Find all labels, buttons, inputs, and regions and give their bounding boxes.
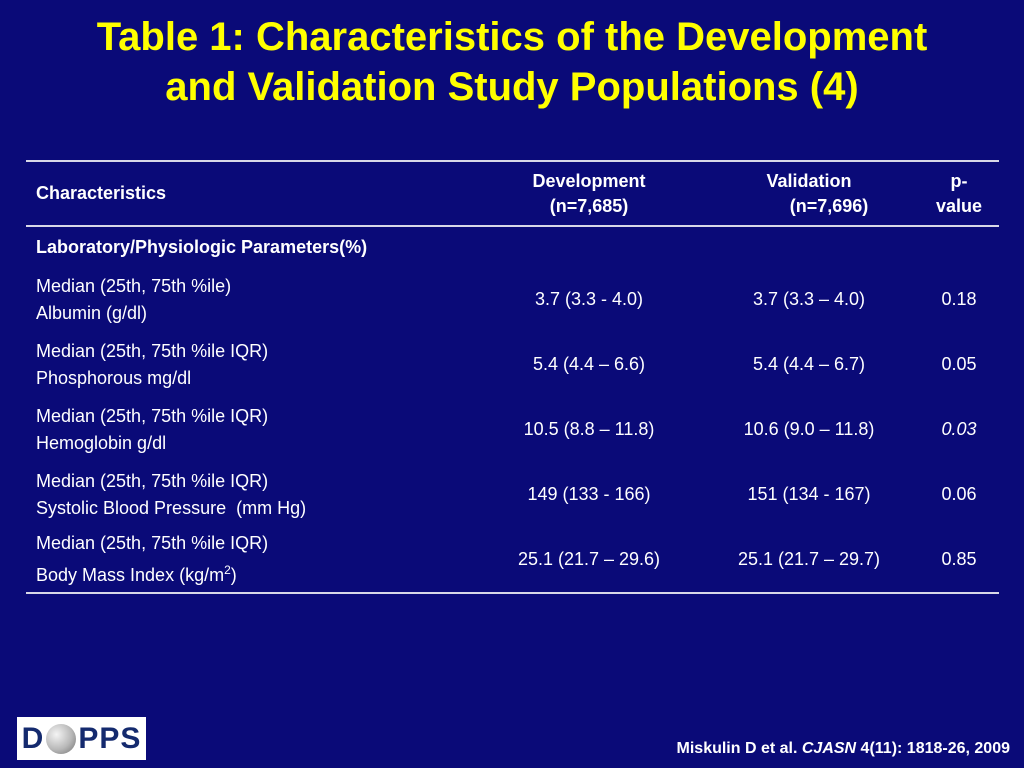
- table-header-row: Characteristics Development (n=7,685) Va…: [26, 161, 999, 226]
- cell-development: 3.7 (3.3 - 4.0): [534, 289, 644, 309]
- cell-development: 149 (133 - 166): [527, 484, 651, 504]
- characteristics-table: Characteristics Development (n=7,685) Va…: [26, 160, 999, 594]
- cell-validation: 5.4 (4.4 – 6.7): [752, 354, 866, 374]
- table-row-bmi: Median (25th, 75th %ile IQR) Body Mass I…: [26, 527, 999, 593]
- header-development: Development (n=7,685): [479, 161, 699, 226]
- table-row-phosphorous: Median (25th, 75th %ile IQR) Phosphorous…: [26, 332, 999, 397]
- cell-p-value: 0.05: [941, 354, 977, 374]
- citation-journal: CJASN: [801, 740, 857, 757]
- cell-p-value: 0.18: [941, 289, 977, 309]
- table-row-systolic-bp: Median (25th, 75th %ile IQR) Systolic Bl…: [26, 462, 999, 527]
- bmi-unit-superscript: 2: [224, 563, 231, 577]
- citation-authors: Miskulin D et al.: [676, 740, 802, 757]
- cell-validation: 10.6 (9.0 – 11.8): [743, 419, 875, 439]
- header-validation: Validation (n=7,696): [699, 161, 919, 226]
- dopps-logo: D PPS: [17, 717, 146, 760]
- logo-letters-pps: PPS: [78, 721, 142, 755]
- row-label-stat: Median (25th, 75th %ile IQR): [36, 470, 269, 491]
- row-label: Median (25th, 75th %ile IQR) Phosphorous…: [26, 332, 479, 397]
- header-development-n: (n=7,685): [549, 195, 629, 216]
- slide-title-line-1: Table 1: Characteristics of the Developm…: [96, 15, 928, 59]
- row-label-measure: Body Mass Index (kg/m2): [36, 557, 469, 589]
- slide-title-line-2: and Validation Study Populations (4): [165, 65, 859, 109]
- globe-icon: [46, 723, 77, 754]
- header-validation-label: Validation: [766, 170, 852, 191]
- row-label-measure: Hemoglobin g/dl: [36, 432, 167, 453]
- cell-development: 25.1 (21.7 – 29.6): [517, 549, 661, 569]
- cell-development: 10.5 (8.8 – 11.8): [523, 419, 655, 439]
- citation-details: 4(11): 1818-26, 2009: [856, 740, 1010, 757]
- cell-validation: 151 (134 - 167): [747, 484, 871, 504]
- row-label: Median (25th, 75th %ile) Albumin (g/dl): [26, 267, 479, 332]
- cell-p-value: 0.06: [941, 484, 977, 504]
- bmi-label-suffix: ): [230, 565, 237, 585]
- table-row-albumin: Median (25th, 75th %ile) Albumin (g/dl) …: [26, 267, 999, 332]
- row-label-measure: Systolic Blood Pressure (mm Hg): [36, 497, 307, 518]
- row-label-measure: Albumin (g/dl): [36, 302, 148, 323]
- section-label: Laboratory/Physiologic Parameters(%): [36, 236, 368, 257]
- cell-validation: 25.1 (21.7 – 29.7): [737, 549, 881, 569]
- header-validation-n: (n=7,696): [789, 195, 869, 216]
- row-label-measure: Phosphorous mg/dl: [36, 367, 192, 388]
- slide-title: Table 1: Characteristics of the Developm…: [20, 12, 1004, 112]
- cell-p-value-significant: 0.03: [941, 419, 977, 439]
- row-label: Median (25th, 75th %ile IQR) Body Mass I…: [26, 527, 479, 593]
- section-row: Laboratory/Physiologic Parameters(%): [26, 226, 999, 267]
- row-label-stat: Median (25th, 75th %ile IQR): [36, 340, 269, 361]
- row-label-stat: Median (25th, 75th %ile): [36, 275, 232, 296]
- row-label-stat: Median (25th, 75th %ile IQR): [36, 405, 269, 426]
- header-development-label: Development: [532, 170, 646, 191]
- row-label-stat: Median (25th, 75th %ile IQR): [36, 533, 269, 553]
- cell-development: 5.4 (4.4 – 6.6): [532, 354, 646, 374]
- citation: Miskulin D et al. CJASN 4(11): 1818-26, …: [677, 740, 1010, 758]
- row-label: Median (25th, 75th %ile IQR) Systolic Bl…: [26, 462, 479, 527]
- logo-letter-d: D: [21, 721, 45, 755]
- row-label: Median (25th, 75th %ile IQR) Hemoglobin …: [26, 397, 479, 462]
- cell-validation: 3.7 (3.3 – 4.0): [752, 289, 866, 309]
- table-row-hemoglobin: Median (25th, 75th %ile IQR) Hemoglobin …: [26, 397, 999, 462]
- bmi-label-text: Body Mass Index (kg/m: [36, 565, 225, 585]
- header-characteristics: Characteristics: [36, 183, 167, 203]
- cell-p-value: 0.85: [941, 549, 977, 569]
- header-p-value: p-value: [935, 170, 983, 216]
